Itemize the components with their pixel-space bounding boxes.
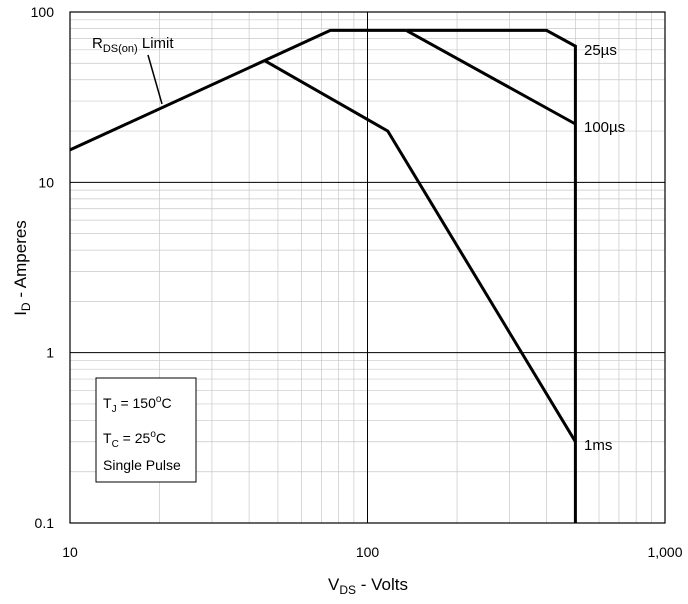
rdson-limit-line: [69, 28, 407, 152]
plot-frame: [69, 11, 666, 524]
x-tick-label: 10: [62, 544, 78, 560]
100us-line: [405, 29, 577, 126]
y-tick-label: 0.1: [35, 515, 55, 531]
y-tick-label: 100: [31, 4, 55, 20]
y-axis-title: ID - Amperes: [11, 220, 33, 316]
y-tick-label: 10: [38, 174, 54, 190]
rdson-leader-line: [147, 54, 163, 105]
x-tick-labels: 10 100 1,000: [62, 544, 683, 560]
label-1ms: 1ms: [584, 437, 612, 454]
single-pulse-condition: Single Pulse: [103, 457, 181, 473]
tj-condition: TJ = 150oC: [103, 394, 172, 415]
y-tick-labels: 0.1 1 10 100: [31, 4, 55, 531]
x-axis-title: VDS - Volts: [328, 575, 408, 597]
1ms-line: [263, 59, 577, 443]
y-tick-label: 1: [46, 345, 54, 361]
series-lines: [69, 28, 577, 523]
25us-line: [406, 28, 577, 523]
rdson-limit-label: RDS(on) Limit: [92, 35, 174, 55]
tc-condition: TC = 25oC: [103, 429, 166, 450]
x-tick-label: 1,000: [647, 544, 682, 560]
label-100us: 100µs: [584, 119, 625, 136]
label-25us: 25µs: [584, 42, 617, 59]
conditions-box: [95, 377, 197, 483]
x-tick-label: 100: [356, 544, 380, 560]
